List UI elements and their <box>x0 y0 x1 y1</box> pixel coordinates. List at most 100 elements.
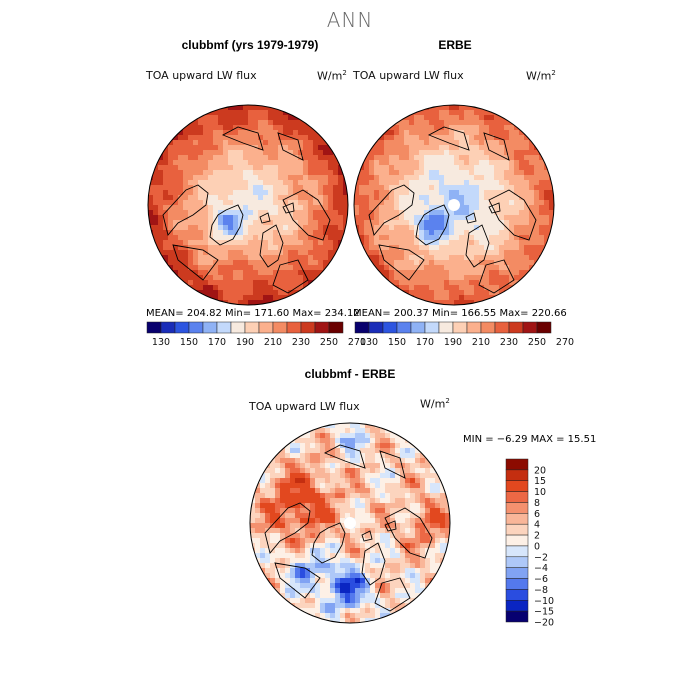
field-cell <box>479 160 485 166</box>
field-cell <box>265 523 271 529</box>
field-cell <box>288 255 294 261</box>
field-cell <box>399 130 405 136</box>
field-cell <box>345 528 351 534</box>
field-cell <box>258 190 264 196</box>
field-cell <box>400 523 406 529</box>
field-cell <box>384 200 390 206</box>
field-cell <box>308 160 314 166</box>
field-cell <box>449 180 455 186</box>
field-cell <box>405 593 411 599</box>
field-cell <box>300 458 306 464</box>
field-cell <box>340 568 346 574</box>
field-cell <box>218 275 224 281</box>
field-cell <box>355 563 361 569</box>
field-cell <box>233 260 239 266</box>
field-cell <box>258 295 264 301</box>
field-cell <box>275 488 281 494</box>
field-cell <box>295 458 301 464</box>
field-cell <box>400 593 406 599</box>
field-cell <box>295 483 301 489</box>
field-cell <box>504 255 510 261</box>
field-cell <box>263 290 269 296</box>
field-cell <box>283 135 289 141</box>
field-cell <box>434 230 440 236</box>
field-cell <box>494 225 500 231</box>
field-cell <box>300 588 306 594</box>
field-cell <box>394 280 400 286</box>
field-cell <box>285 503 291 509</box>
field-cell <box>278 225 284 231</box>
figure-title: ANN <box>326 8 374 32</box>
field-cell <box>280 538 286 544</box>
field-cell <box>479 140 485 146</box>
field-cell <box>429 265 435 271</box>
field-cell <box>474 215 480 221</box>
field-cell <box>350 453 356 459</box>
field-cell <box>489 115 495 121</box>
field-cell <box>524 175 530 181</box>
field-cell <box>524 245 530 251</box>
field-cell <box>298 240 304 246</box>
field-cell <box>213 230 219 236</box>
field-cell <box>519 225 525 231</box>
field-cell <box>539 265 545 271</box>
field-cell <box>544 175 550 181</box>
field-cell <box>529 185 535 191</box>
field-cell <box>380 448 386 454</box>
field-cell <box>429 110 435 116</box>
field-cell <box>514 180 520 186</box>
field-cell <box>213 125 219 131</box>
field-cell <box>340 523 346 529</box>
field-cell <box>445 523 450 529</box>
field-cell <box>404 165 410 171</box>
field-cell <box>444 200 450 206</box>
panel-2-field-label: TOA upward LW flux <box>353 69 464 82</box>
field-cell <box>298 230 304 236</box>
field-cell <box>474 160 480 166</box>
field-cell <box>168 195 174 201</box>
field-cell <box>260 538 266 544</box>
field-cell <box>263 240 269 246</box>
field-cell <box>258 255 264 261</box>
field-cell <box>394 165 400 171</box>
field-cell <box>298 200 304 206</box>
field-cell <box>320 463 326 469</box>
field-cell <box>223 180 229 186</box>
field-cell <box>298 205 304 211</box>
field-cell <box>208 265 214 271</box>
field-cell <box>208 205 214 211</box>
field-cell <box>504 260 510 266</box>
field-cell <box>303 170 309 176</box>
field-cell <box>283 185 289 191</box>
field-cell <box>340 493 346 499</box>
field-cell <box>305 433 311 439</box>
field-cell <box>310 443 316 449</box>
field-cell <box>365 488 371 494</box>
field-cell <box>263 185 269 191</box>
field-cell <box>198 120 204 126</box>
field-cell <box>313 180 319 186</box>
field-cell <box>303 205 309 211</box>
field-cell <box>243 155 249 161</box>
field-cell <box>504 280 510 286</box>
field-cell <box>414 165 420 171</box>
field-cell <box>318 145 324 151</box>
field-cell <box>529 225 535 231</box>
field-cell <box>355 603 361 609</box>
field-cell <box>389 135 395 141</box>
field-cell <box>400 588 406 594</box>
field-cell <box>228 280 234 286</box>
field-cell <box>479 235 485 241</box>
field-cell <box>395 558 401 564</box>
field-cell <box>439 200 445 206</box>
field-cell <box>213 145 219 151</box>
field-cell <box>534 155 540 161</box>
field-cell <box>198 280 204 286</box>
field-cell <box>414 135 420 141</box>
field-cell <box>168 145 174 151</box>
field-cell <box>454 260 460 266</box>
field-cell <box>420 483 426 489</box>
field-cell <box>340 603 346 609</box>
field-cell <box>489 300 495 305</box>
field-cell <box>355 548 361 554</box>
